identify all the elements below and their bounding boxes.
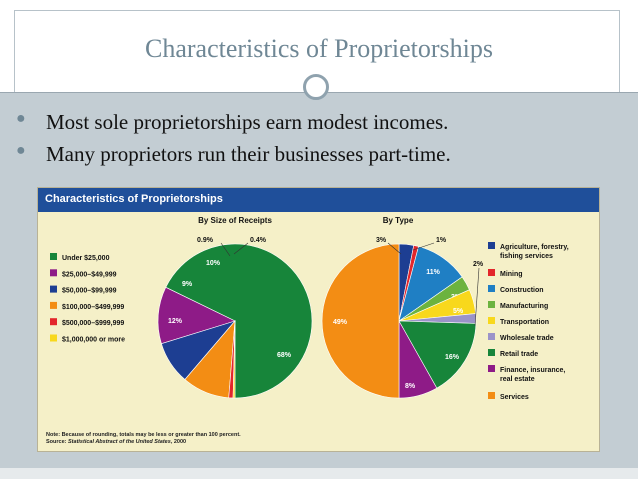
data-label: 49% bbox=[333, 319, 348, 326]
legend-swatch bbox=[488, 242, 495, 249]
figure-header-title: Characteristics of Proprietorships bbox=[45, 193, 223, 205]
bullet-icon: ● bbox=[16, 110, 26, 127]
legend-label: Wholesale trade bbox=[500, 335, 554, 342]
bottom-strip bbox=[0, 468, 638, 479]
legend-swatch bbox=[488, 333, 495, 340]
legend-label: Manufacturing bbox=[500, 303, 548, 310]
legend-label: Transportation bbox=[500, 319, 549, 326]
figure-source: Source: Statistical Abstract of the Unit… bbox=[46, 439, 186, 445]
pie-slice bbox=[398, 320, 477, 389]
legend-swatch bbox=[50, 318, 57, 326]
legend-label: Mining bbox=[500, 271, 523, 278]
leader-line bbox=[387, 242, 402, 255]
data-label: 16% bbox=[445, 354, 460, 361]
bullet-icon: ● bbox=[16, 142, 26, 159]
legend-swatch bbox=[50, 334, 57, 342]
legend-label: $25,000–$49,999 bbox=[62, 271, 117, 278]
title-frame bbox=[14, 10, 620, 92]
legend-label: Retail trade bbox=[500, 351, 538, 358]
legend-swatch bbox=[50, 253, 57, 260]
legend-swatch bbox=[488, 269, 495, 276]
data-label: 3% bbox=[376, 237, 387, 244]
data-label: 2% bbox=[473, 261, 484, 268]
data-label: 0.4% bbox=[250, 237, 267, 244]
leader-line bbox=[220, 242, 231, 257]
bullet-text: Most sole proprietorships earn modest in… bbox=[46, 110, 449, 134]
legend-swatch bbox=[488, 301, 495, 308]
leader-line bbox=[233, 242, 249, 255]
leader-line bbox=[474, 267, 480, 327]
pie-slice bbox=[321, 243, 400, 399]
pie-slice bbox=[232, 320, 236, 399]
data-label: 0.9% bbox=[197, 237, 214, 244]
slide-title: Characteristics of Proprietorships bbox=[144, 34, 494, 63]
bullet-list: ● Most sole proprietorships earn modest … bbox=[16, 110, 626, 174]
figure-note: Note: Because of rounding, totals may be… bbox=[46, 432, 241, 438]
data-label: 12% bbox=[168, 318, 183, 325]
bullet-item: ● Many proprietors run their businesses … bbox=[16, 142, 626, 174]
legend-swatch bbox=[488, 392, 495, 399]
chart-title: By Size of Receipts bbox=[198, 216, 272, 225]
data-label: 68% bbox=[277, 352, 292, 359]
legend-swatch bbox=[50, 269, 57, 277]
legend-label: Under $25,000 bbox=[62, 255, 110, 262]
legend-swatch bbox=[488, 365, 495, 372]
legend-swatch bbox=[488, 349, 495, 356]
legend-swatch bbox=[50, 285, 57, 293]
legend-label: Services bbox=[500, 394, 529, 401]
charts-canvas: Note: Because of rounding, totals may be… bbox=[46, 216, 569, 445]
bullet-text: Many proprietors run their businesses pa… bbox=[46, 142, 451, 166]
chart-figure: Characteristics of Proprietorships Note:… bbox=[37, 187, 600, 452]
pie-slice bbox=[165, 243, 313, 399]
legend-swatch bbox=[50, 301, 57, 309]
data-label: 9% bbox=[182, 281, 193, 288]
legend-label: $500,000–$999,999 bbox=[62, 320, 124, 327]
data-label: 5% bbox=[453, 308, 464, 315]
chart-title: By Type bbox=[383, 216, 414, 225]
data-label: 11% bbox=[426, 269, 440, 276]
legend-label: $100,000–$499,999 bbox=[62, 304, 124, 311]
title-ornament-circle bbox=[303, 74, 329, 100]
data-label: 1% bbox=[436, 237, 447, 244]
figure-header: Characteristics of Proprietorships bbox=[38, 188, 599, 212]
bullet-item: ● Most sole proprietorships earn modest … bbox=[16, 110, 626, 142]
legend-swatch bbox=[488, 285, 495, 292]
title-bar: Characteristics of Proprietorships bbox=[0, 0, 638, 93]
leader-line bbox=[412, 242, 435, 251]
legend-label: Construction bbox=[500, 287, 544, 294]
legend-label: $1,000,000 or more bbox=[62, 337, 125, 344]
legend-swatch bbox=[488, 317, 495, 324]
data-label: 10% bbox=[206, 260, 221, 267]
legend-label: Agriculture, forestry, fishing services bbox=[500, 244, 569, 260]
legend-label: $50,000–$99,999 bbox=[62, 288, 117, 295]
data-label: 8% bbox=[405, 383, 416, 390]
legend-label: Finance, insurance, real estate bbox=[500, 367, 565, 383]
